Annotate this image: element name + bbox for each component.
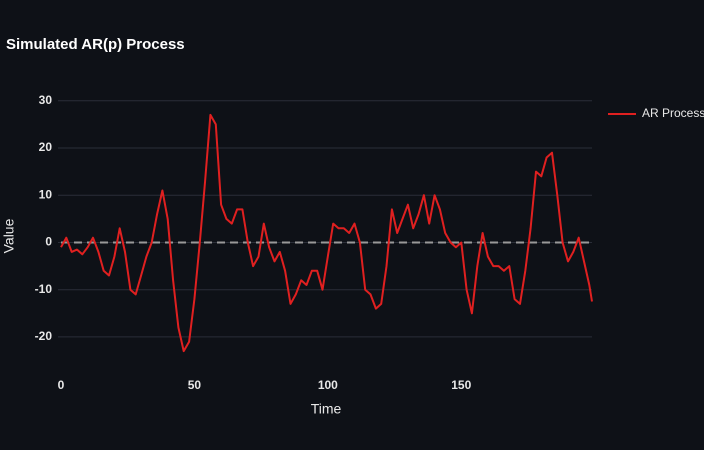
y-tick-label: 20: [39, 140, 53, 154]
legend-label: AR Process: [642, 106, 704, 120]
y-tick-label: 0: [45, 235, 52, 249]
y-tick-label: -10: [35, 282, 53, 296]
x-tick-label: 100: [318, 378, 338, 392]
line-series: [60, 113, 593, 353]
y-axis-title: Value: [1, 218, 17, 253]
x-tick-label: 0: [58, 378, 65, 392]
x-tick-label: 150: [451, 378, 471, 392]
y-tick-label: 10: [39, 187, 53, 201]
x-tick-label: 50: [188, 378, 202, 392]
chart-title: Simulated AR(p) Process: [6, 36, 185, 53]
y-tick-label: 30: [39, 93, 53, 107]
x-axis-title: Time: [311, 401, 342, 417]
y-tick-label: -20: [35, 329, 53, 343]
